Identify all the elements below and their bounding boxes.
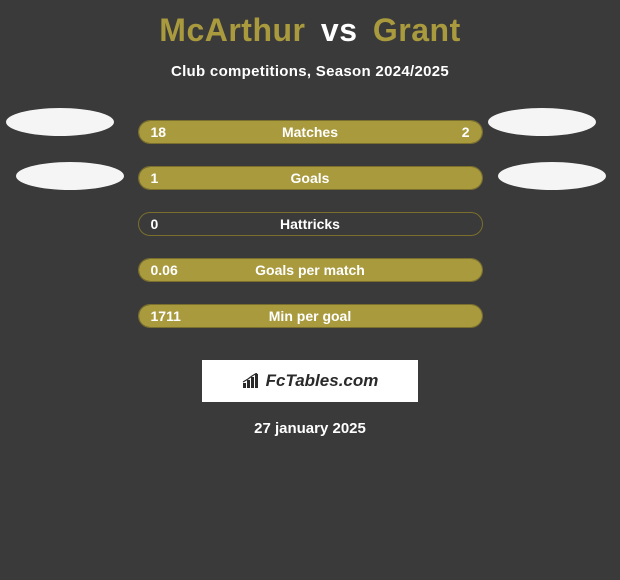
- stat-row: 1711 Min per goal: [138, 304, 483, 328]
- chart-icon: [242, 373, 262, 389]
- stat-row: 1 Goals: [138, 166, 483, 190]
- comparison-chart: 18 Matches 2 1 Goals 0 Hattricks 0.06 Goals per …: [0, 120, 620, 350]
- player1-name: McArthur: [159, 12, 305, 48]
- player-placeholder-ellipse: [16, 162, 124, 190]
- stat-bars: 18 Matches 2 1 Goals 0 Hattricks 0.06 Goals per …: [138, 120, 483, 350]
- subtitle: Club competitions, Season 2024/2025: [0, 63, 620, 80]
- stat-left-value: 0.06: [151, 262, 178, 278]
- stat-row: 18 Matches 2: [138, 120, 483, 144]
- stat-left-value: 0: [151, 216, 159, 232]
- vs-text: vs: [321, 12, 358, 48]
- player2-name: Grant: [373, 12, 461, 48]
- stat-label: Hattricks: [280, 216, 340, 232]
- date-text: 27 january 2025: [0, 420, 620, 437]
- page-title: McArthur vs Grant: [0, 0, 620, 49]
- player-placeholder-ellipse: [488, 108, 596, 136]
- stat-left-value: 1711: [151, 308, 181, 324]
- player-placeholder-ellipse: [6, 108, 114, 136]
- stat-left-value: 1: [151, 170, 159, 186]
- bar-fill-left: [139, 121, 403, 143]
- logo-text: FcTables.com: [266, 371, 379, 391]
- stat-row: 0 Hattricks: [138, 212, 483, 236]
- stat-label: Matches: [282, 124, 338, 140]
- stat-label: Min per goal: [269, 308, 351, 324]
- stat-right-value: 2: [462, 124, 470, 140]
- stat-left-value: 18: [151, 124, 167, 140]
- stat-row: 0.06 Goals per match: [138, 258, 483, 282]
- stat-label: Goals: [291, 170, 330, 186]
- stat-label: Goals per match: [255, 262, 365, 278]
- logo-box: FcTables.com: [202, 360, 418, 402]
- player-placeholder-ellipse: [498, 162, 606, 190]
- site-logo: FcTables.com: [242, 371, 379, 391]
